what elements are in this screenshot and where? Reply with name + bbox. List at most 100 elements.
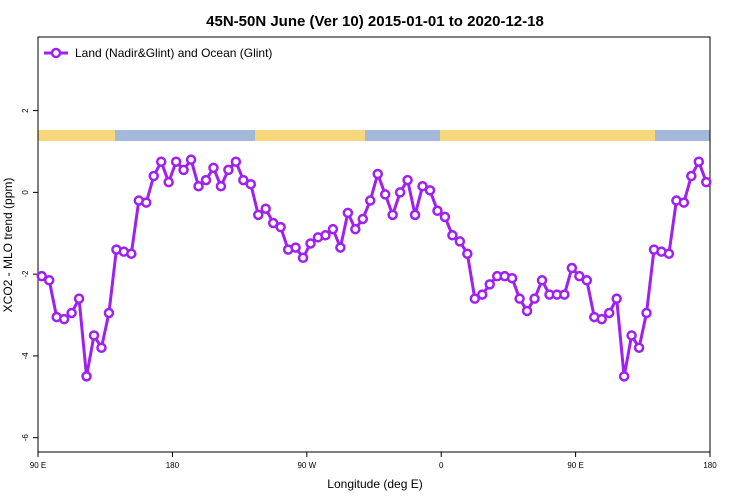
data-point (96, 342, 107, 353)
data-point (477, 289, 488, 300)
data-point (238, 174, 249, 186)
data-point (178, 164, 189, 176)
data-point (260, 203, 271, 214)
data-point (536, 275, 548, 286)
data-point (335, 242, 346, 253)
data-point (290, 242, 301, 253)
data-point (297, 252, 309, 264)
data-point (574, 270, 585, 282)
x-tick-label: 180 (703, 461, 717, 470)
data-point (633, 342, 645, 353)
data-point (253, 209, 264, 221)
data-point (357, 213, 369, 225)
data-point (693, 156, 705, 167)
land-segment (440, 130, 655, 141)
plot-frame (37, 36, 711, 453)
data-point (514, 293, 525, 304)
data-point (603, 307, 615, 319)
data-point (103, 307, 115, 319)
data-point (611, 293, 622, 304)
data-point (424, 185, 436, 196)
data-point (58, 313, 70, 325)
legend-marker (50, 47, 62, 59)
x-tick-label: 90 E (30, 461, 46, 470)
data-point (275, 221, 286, 233)
data-point (678, 197, 690, 208)
data-point (686, 170, 697, 182)
y-tick-label: -6 (21, 434, 30, 442)
data-point (148, 170, 159, 182)
x-axis-label: Longitude (deg E) (327, 477, 422, 491)
data-point (365, 195, 376, 206)
data-point (342, 207, 354, 219)
legend-label: Land (Nadir&Glint) and Ocean (Glint) (75, 46, 272, 60)
series-line (41, 156, 708, 377)
data-point (193, 180, 204, 192)
data-point (223, 164, 234, 176)
data-point (581, 275, 593, 286)
data-point (372, 168, 383, 180)
data-point (141, 197, 152, 208)
data-point (462, 248, 473, 259)
data-point (208, 162, 219, 174)
y-axis-label: XCO2 - MLO trend (ppm) (1, 178, 15, 313)
data-point (305, 238, 316, 249)
data-point (81, 371, 92, 382)
ocean-segment (115, 130, 255, 141)
data-point (409, 209, 421, 221)
data-point (506, 272, 518, 284)
x-tick-label: 0 (439, 461, 444, 470)
chart-title: 45N-50N June (Ver 10) 2015-01-01 to 2020… (206, 13, 544, 30)
data-point (394, 187, 406, 198)
data-point (417, 180, 428, 192)
data-point (387, 209, 398, 221)
x-tick-label: 180 (166, 461, 180, 470)
data-point (626, 330, 637, 341)
land-segment (255, 130, 365, 141)
data-point (521, 305, 533, 317)
data-point (596, 313, 607, 325)
data-point (88, 330, 100, 341)
data-point (155, 156, 167, 167)
data-point (73, 293, 85, 304)
data-point (230, 156, 242, 167)
x-tick-label: 90 W (297, 461, 316, 470)
data-point (663, 248, 675, 259)
y-tick-label: 2 (21, 108, 30, 113)
data-point (432, 205, 443, 217)
y-tick-label: -4 (21, 352, 30, 360)
data-point (529, 293, 540, 304)
land-ocean-band (38, 130, 710, 141)
data-point (320, 230, 331, 241)
data-point (163, 176, 174, 188)
data-point (402, 174, 413, 186)
x-tick-label: 90 E (567, 461, 583, 470)
ocean-segment (365, 130, 440, 141)
data-point (618, 371, 630, 382)
data-point (566, 262, 578, 274)
data-point (379, 189, 391, 200)
data-point (185, 154, 197, 165)
data-point (350, 223, 361, 235)
data-point (484, 279, 495, 290)
data-point (327, 223, 339, 235)
land-segment (38, 130, 115, 141)
data-point (170, 156, 182, 167)
y-tick-label: -2 (21, 270, 30, 278)
data-point (447, 230, 458, 241)
data-point (215, 180, 227, 192)
data-point (469, 293, 481, 304)
data-point (66, 307, 77, 319)
data-point (454, 236, 466, 247)
data-point (701, 176, 712, 188)
data-point (641, 307, 652, 319)
data-point (200, 174, 212, 186)
data-point (126, 248, 137, 259)
data-point (245, 178, 257, 190)
y-tick-label: 0 (21, 190, 30, 195)
data-point (36, 270, 47, 282)
data-point (267, 217, 279, 229)
data-point (439, 211, 451, 223)
data-point (559, 289, 570, 300)
